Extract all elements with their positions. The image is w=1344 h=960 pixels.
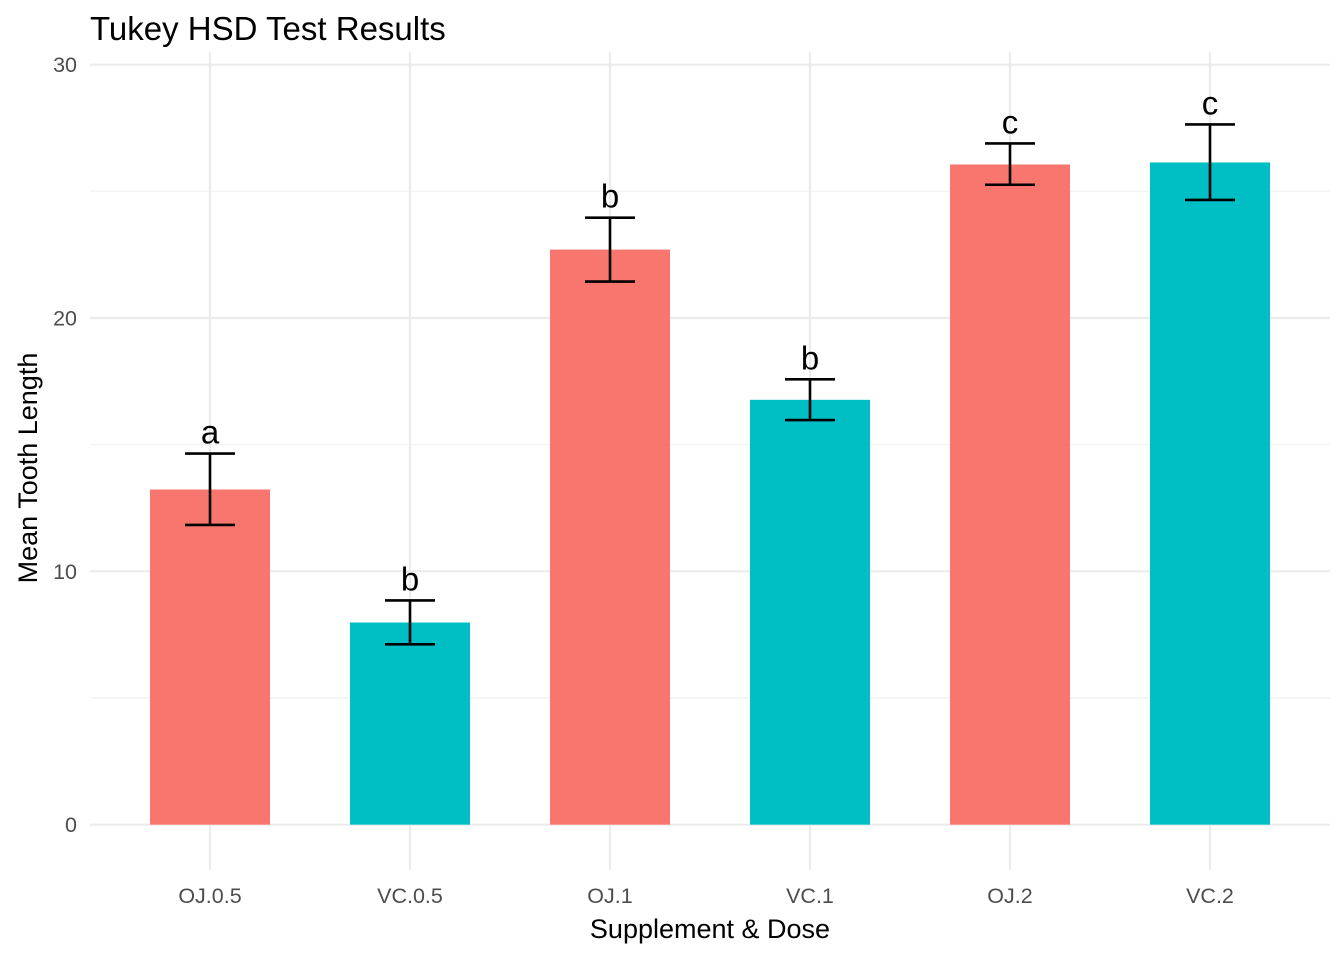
bar-oj-0-5: [150, 489, 270, 825]
x-tick-label: VC.0.5: [377, 884, 443, 908]
significance-label: b: [601, 178, 619, 215]
y-tick-label: 20: [53, 307, 77, 331]
x-axis-title: Supplement & Dose: [590, 914, 830, 944]
grid: [90, 52, 1330, 870]
x-tick-label: VC.1: [786, 884, 834, 908]
x-tick-label: VC.2: [1186, 884, 1234, 908]
x-tick-label: OJ.1: [587, 884, 632, 908]
y-axis-title: Mean Tooth Length: [13, 353, 43, 584]
bar-vc-0-5: [350, 622, 470, 825]
y-tick-label: 0: [65, 813, 77, 837]
bars: [150, 162, 1270, 825]
significance-label: c: [1002, 103, 1019, 140]
chart-title: Tukey HSD Test Results: [90, 10, 446, 47]
error-bars: [185, 123, 1235, 646]
y-axis-ticks: 0 10 20 30: [53, 53, 77, 837]
x-tick-label: OJ.2: [987, 884, 1032, 908]
bar-vc-1: [750, 399, 870, 825]
x-tick-label: OJ.0.5: [178, 884, 241, 908]
significance-label: a: [201, 414, 220, 451]
significance-labels: a b b b c c: [201, 84, 1218, 597]
x-axis-ticks: OJ.0.5 VC.0.5 OJ.1 VC.1 OJ.2 VC.2: [178, 884, 1234, 908]
bar-oj-2: [950, 164, 1070, 825]
significance-label: b: [801, 339, 819, 376]
significance-label: b: [401, 560, 419, 597]
y-tick-label: 30: [53, 53, 77, 77]
y-tick-label: 10: [53, 560, 77, 584]
significance-label: c: [1202, 84, 1219, 121]
bar-oj-1: [550, 249, 670, 825]
bar-vc-2: [1150, 162, 1270, 825]
